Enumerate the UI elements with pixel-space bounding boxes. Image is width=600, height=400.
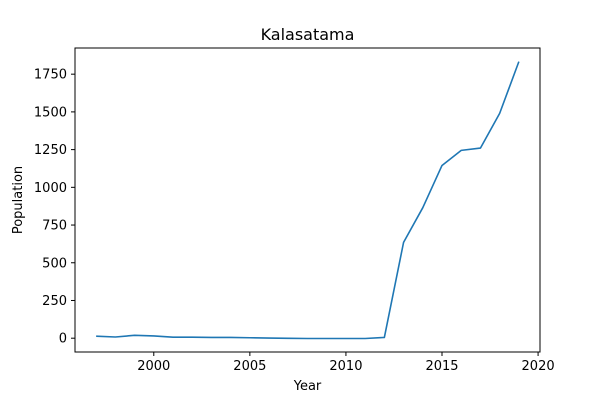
x-tick-label: 2005 [233,359,266,374]
y-tick-label: 0 [59,332,67,347]
y-tick-label: 500 [42,256,67,271]
y-tick-label: 250 [42,294,67,309]
y-tick-label: 1500 [34,105,67,120]
y-tick-label: 1250 [34,143,67,158]
y-axis: 0 250 500 750 1000 1250 1500 1750 [34,68,75,347]
x-axis: 2000 2005 2010 2015 2020 [137,352,555,374]
x-tick-label: 2010 [329,359,362,374]
x-tick-label: 2015 [425,359,458,374]
x-axis-label: Year [293,379,322,394]
y-tick-label: 750 [42,219,67,234]
y-axis-label: Population [11,166,26,234]
plot-area [96,61,520,340]
x-tick-label: 2000 [137,359,170,374]
y-tick-label: 1750 [34,68,67,83]
plot-frame [74,47,541,353]
chart-title: Kalasatama [261,25,355,44]
x-tick-label: 2020 [522,359,555,374]
y-tick-label: 1000 [34,181,67,196]
